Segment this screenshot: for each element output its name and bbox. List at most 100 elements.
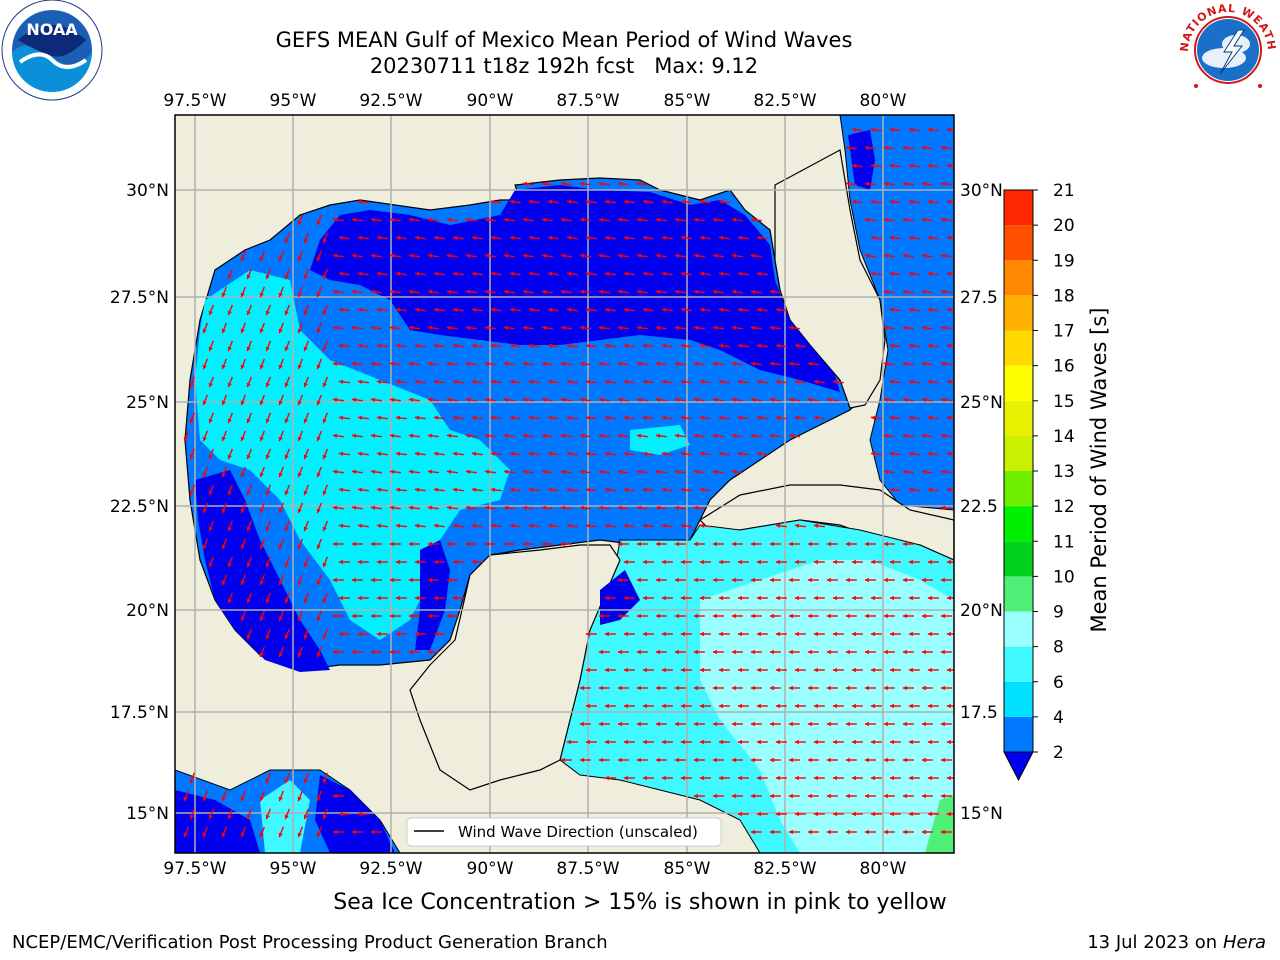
wave-arrowhead [240,364,245,370]
lon-label-top: 82.5°W [753,91,816,111]
wave-arrowhead [636,181,642,187]
wave-arrowhead [284,274,289,280]
wave-arrowhead [522,217,528,223]
wave-arrowhead [750,685,755,691]
wave-arrowhead [731,361,737,367]
wave-arrowhead [579,685,584,691]
wave-arrowhead [794,559,799,565]
wave-arrowhead [832,811,837,817]
wave-arrowhead [316,220,321,226]
wave-arrowhead [322,274,327,280]
wave-arrowhead [756,667,761,673]
wave-arrowhead [946,631,951,637]
wave-arrowhead [528,271,534,277]
wave-arrowhead [297,832,302,838]
wave-arrowhead [756,235,762,241]
wave-arrowhead [756,379,762,385]
wave-arrowhead [427,253,433,259]
wave-arrowhead [316,436,321,442]
wave-arrowhead [712,433,718,439]
wave-arrowhead [680,775,685,781]
wave-arrowhead [240,508,245,514]
wave-arrowhead [322,562,327,568]
wave-arrowhead [661,631,666,637]
lat-label-left: 27.5°N [110,288,169,308]
wave-arrowhead [598,289,604,295]
wave-arrowhead [946,307,952,313]
wave-arrowhead [297,400,302,406]
wave-arrowhead [870,739,875,745]
sea-ice-note: Sea Ice Concentration > 15% is shown in … [333,890,947,915]
wave-arrowhead [566,343,572,349]
latitude-labels-left: 30°N 27.5°N 25°N 22.5°N 20°N 17.5°N 15°N [110,181,169,824]
wave-arrowhead [883,361,889,367]
caribbean-light [700,560,954,853]
wave-arrowhead [851,199,857,205]
wave-arrowhead [202,472,207,478]
wave-arrowhead [322,598,327,604]
wave-arrowhead [585,271,591,277]
wave-arrowhead [370,505,376,511]
wave-arrowhead [316,652,321,658]
map-frame [174,114,955,854]
wave-arrowhead [389,253,395,259]
wave-arrowhead [370,289,376,295]
nws-logo: NATIONAL WEATHER SERVICE [1176,0,1277,97]
wave-arrowhead [617,613,622,619]
wave-arrowhead [940,649,945,655]
wave-arrowhead [712,469,718,475]
wave-arrowhead [940,325,946,331]
wave-arrowhead [303,598,308,604]
wave-arrowhead [585,487,591,493]
wave-arrowhead [693,613,698,619]
wave-arrowhead [699,451,705,457]
wave-arrowhead [246,562,251,568]
wave-arrowhead [718,379,724,385]
wave-arrowhead [775,667,780,673]
wave-arrowhead [756,775,761,781]
wave-arrowhead [826,721,831,727]
wave-arrowhead [357,523,363,529]
wave-arrowhead [332,397,338,403]
wave-arrowhead [427,469,433,475]
wave-arrowhead [202,400,207,406]
wave-arrowhead [389,613,394,619]
wave-arrowhead [303,418,308,424]
wave-arrowhead [908,343,914,349]
wave-arrowhead [712,793,717,799]
wave-arrowhead [189,454,194,460]
wave-arrowhead [208,346,213,352]
wave-arrowhead [693,685,698,691]
wave-arrowhead [756,595,761,601]
wave-arrowhead [832,703,837,709]
wave-arrowhead [908,271,914,277]
wave-arrowhead [655,361,661,367]
wave-arrowhead [433,451,439,457]
wave-arrowhead [737,703,742,709]
wave-arrowhead [604,487,610,493]
wave-arrowhead [636,469,642,475]
wave-arrowhead [598,397,604,403]
wave-arrowhead [775,703,780,709]
wave-arrowhead [465,397,471,403]
wave-arrowhead [680,343,686,349]
wave-arrowhead [940,145,946,151]
wave-arrowhead [642,595,647,601]
wave-arrowhead [883,721,888,727]
wind-wave-arrows [183,127,954,838]
wave-arrowhead [883,469,889,475]
wave-arrowhead [560,469,566,475]
wave-arrowhead [446,469,452,475]
wave-arrowhead [940,217,946,223]
wave-arrowhead [332,793,337,799]
wave-arrowhead [585,343,591,349]
wave-arrowhead [395,451,401,457]
wave-arrowhead [889,703,894,709]
wave-arrowhead [921,253,927,259]
wave-arrowhead [693,253,699,259]
wave-arrowhead [902,649,907,655]
wave-arrowhead [370,361,376,367]
wave-arrowhead [221,832,226,838]
wave-arrowhead [503,253,509,259]
wave-arrowhead [265,526,270,532]
